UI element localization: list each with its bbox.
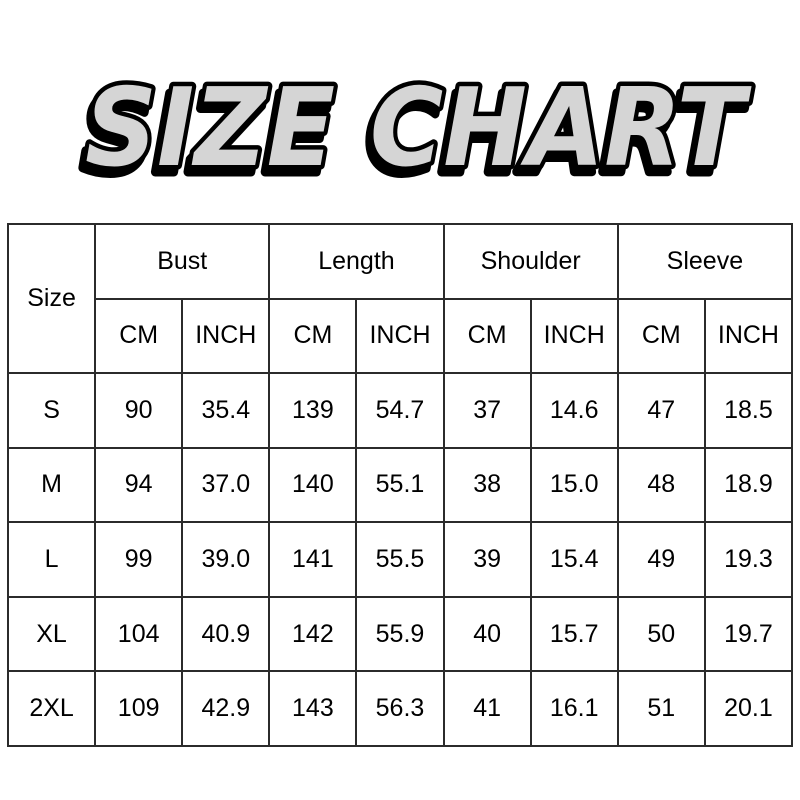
table-row-2xl: 2XL 109 42.9 143 56.3 41 16.1 51 20.1 (6, 670, 794, 747)
header-group-bust: Bust (94, 223, 271, 300)
value-cell: 40 (442, 595, 532, 673)
value-cell: 50 (616, 595, 706, 673)
size-chart-title: SIZE CHART SIZE CHART (77, 62, 757, 203)
value-cell: 37.0 (181, 446, 271, 524)
size-chart-title-text: SIZE CHART (85, 66, 752, 191)
table-row-s: S 90 35.4 139 54.7 37 14.6 47 18.5 (6, 372, 794, 449)
unit-header-cm: CM (268, 297, 358, 375)
value-cell: 39 (442, 521, 532, 598)
value-cell: 39.0 (181, 521, 271, 598)
value-cell: 42.9 (181, 670, 271, 747)
value-cell: 142 (268, 595, 358, 673)
value-cell: 41 (442, 670, 532, 747)
value-cell: 18.5 (703, 372, 794, 449)
unit-header-inch: INCH (181, 297, 271, 375)
value-cell: 139 (268, 372, 358, 449)
header-group-shoulder: Shoulder (442, 223, 619, 300)
value-cell: 14.6 (529, 372, 619, 449)
unit-header-inch: INCH (529, 297, 619, 375)
value-cell: 141 (268, 521, 358, 598)
value-cell: 16.1 (529, 670, 619, 747)
value-cell: 55.1 (355, 446, 445, 524)
table-row-l: L 99 39.0 141 55.5 39 15.4 49 19.3 (6, 521, 794, 598)
size-chart-title-shadow: SIZE CHART (81, 73, 748, 198)
value-cell: 20.1 (703, 670, 794, 747)
table-row-m: M 94 37.0 140 55.1 38 15.0 48 18.9 (6, 446, 794, 524)
value-cell: 40.9 (181, 595, 271, 673)
value-cell: 99 (94, 521, 184, 598)
value-cell: 49 (616, 521, 706, 598)
value-cell: 54.7 (355, 372, 445, 449)
value-cell: 55.5 (355, 521, 445, 598)
size-cell: 2XL (6, 670, 97, 747)
size-column-header: Size (6, 222, 97, 375)
value-cell: 15.7 (529, 595, 619, 673)
value-cell: 19.3 (703, 521, 794, 598)
value-cell: 51 (616, 670, 706, 747)
unit-header-cm: CM (94, 297, 184, 375)
size-cell: S (6, 372, 97, 449)
value-cell: 56.3 (355, 670, 445, 747)
value-cell: 37 (442, 372, 532, 449)
value-cell: 19.7 (703, 595, 794, 673)
value-cell: 35.4 (181, 372, 271, 449)
size-chart-table: Size Bust Length Shoulder Sleeve CM INCH… (6, 222, 794, 747)
value-cell: 140 (268, 446, 358, 524)
value-cell: 47 (616, 372, 706, 449)
value-cell: 48 (616, 446, 706, 524)
value-cell: 109 (94, 670, 184, 747)
value-cell: 18.9 (703, 446, 794, 524)
size-cell: M (6, 446, 97, 524)
unit-header-cm: CM (442, 297, 532, 375)
size-cell: L (6, 521, 97, 598)
value-cell: 38 (442, 446, 532, 524)
table-row-xl: XL 104 40.9 142 55.9 40 15.7 50 19.7 (6, 595, 794, 673)
value-cell: 15.0 (529, 446, 619, 524)
value-cell: 104 (94, 595, 184, 673)
value-cell: 94 (94, 446, 184, 524)
value-cell: 90 (94, 372, 184, 449)
value-cell: 143 (268, 670, 358, 747)
unit-header-inch: INCH (355, 297, 445, 375)
unit-header-cm: CM (616, 297, 706, 375)
value-cell: 15.4 (529, 521, 619, 598)
size-chart-table-container: Size Bust Length Shoulder Sleeve CM INCH… (6, 222, 794, 747)
header-group-length: Length (268, 223, 445, 300)
unit-header-inch: INCH (703, 297, 794, 375)
header-group-row: Size Bust Length Shoulder Sleeve (6, 222, 794, 375)
size-cell: XL (6, 595, 97, 673)
value-cell: 55.9 (355, 595, 445, 673)
header-unit-row: CM INCH CM INCH CM INCH CM INCH (8, 297, 794, 375)
header-group-sleeve: Sleeve (616, 223, 794, 300)
